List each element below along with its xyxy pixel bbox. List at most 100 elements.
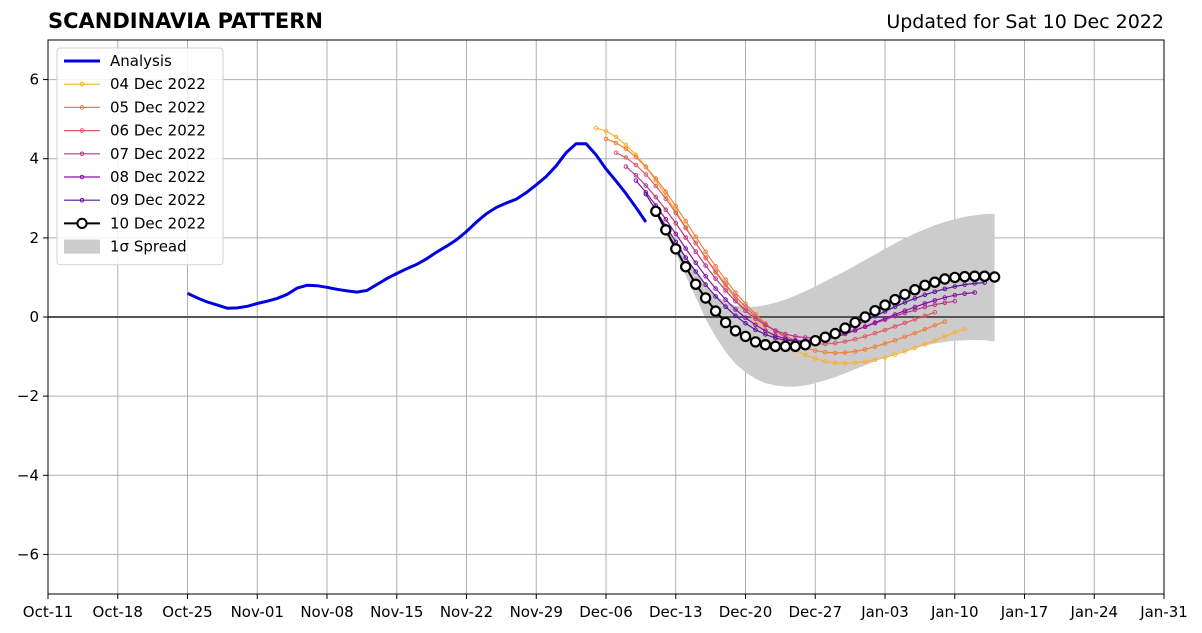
data-point [709,305,722,317]
data-point [902,334,908,340]
data-point [942,286,948,292]
data-point [972,290,978,295]
data-point [882,316,888,321]
data-point [713,269,718,274]
legend-label: 1σ Spread [110,238,187,256]
data-point [783,331,788,337]
data-point [862,359,868,365]
data-point [753,322,758,328]
y-tick-label: 4 [29,150,39,168]
data-point [623,146,629,152]
data-point [653,176,659,181]
legend-label: 06 Dec 2022 [110,122,206,140]
data-point [719,316,732,329]
data-point [699,292,712,304]
data-point [749,336,762,348]
data-point [733,313,738,319]
axes-frame [47,39,1165,595]
data-point [703,249,708,254]
x-tick-label: Nov-22 [440,603,493,621]
data-point [832,340,838,346]
legend-item: 10 Dec 2022 [64,214,206,232]
data-point [899,288,911,301]
data-point [673,220,679,226]
legend-label: 04 Dec 2022 [110,75,206,93]
data-point [842,361,848,366]
data-point [683,255,689,260]
legend-item: 07 Dec 2022 [64,145,206,163]
data-point [693,240,699,246]
data-point [882,341,888,346]
data-point [743,308,748,314]
data-point [922,301,928,306]
legend-label: 10 Dec 2022 [110,214,206,232]
data-point [753,316,758,321]
data-point [713,286,718,291]
data-point [942,319,948,325]
series-line [625,166,955,339]
data-point [743,315,748,321]
data-point [912,296,918,301]
data-point [969,270,981,282]
data-point [932,338,938,343]
series-10-dec-2022 [650,205,1001,352]
data-point [839,322,851,334]
data-point [643,164,649,170]
data-point [723,277,728,283]
data-point [713,294,718,299]
data-point [733,298,738,304]
data-point [942,300,948,306]
spread-band [655,210,995,387]
data-point [852,349,858,354]
legend-marker [79,128,85,133]
data-point [952,330,958,335]
data-point [892,324,898,329]
data-point [713,264,718,269]
data-point [653,183,659,189]
data-point [729,325,742,337]
data-point [763,332,768,337]
analysis-line [186,142,648,310]
x-tick-label: Nov-29 [510,603,563,621]
data-point [862,347,868,352]
data-point [683,235,689,240]
data-point [962,326,968,332]
data-point [872,330,878,336]
legend-marker [79,151,85,157]
data-point [703,273,708,279]
legend-item: 04 Dec 2022 [64,75,206,93]
data-point [932,302,938,308]
data-point [952,298,958,304]
data-point [819,331,831,343]
legend-box [56,47,224,266]
legend-item: 09 Dec 2022 [64,191,206,209]
data-point [680,261,692,273]
y-tick-label: 6 [29,71,39,89]
data-point [673,210,679,216]
data-point [643,190,649,195]
data-point [852,336,858,342]
legend-marker [79,197,85,203]
legend-swatch [64,239,100,254]
data-point [739,330,752,343]
data-point [683,225,689,231]
data-point [978,270,991,282]
data-point [959,270,971,283]
data-point [703,282,708,287]
data-point [653,194,659,200]
legend-label: 05 Dec 2022 [110,98,206,116]
data-point [962,282,968,287]
data-point [902,308,908,314]
data-point [872,320,878,325]
x-tick-label: Oct-18 [93,603,143,621]
y-tick-label: −4 [17,466,39,484]
legend-item: 08 Dec 2022 [64,168,206,186]
data-point [912,345,918,351]
data-point [663,217,669,222]
data-point [952,284,958,289]
data-point [922,342,928,347]
data-point [683,246,689,251]
data-point [763,323,768,328]
x-tick-label: Nov-08 [300,603,353,621]
